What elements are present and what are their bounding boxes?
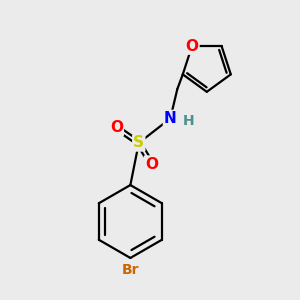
Text: N: N: [164, 111, 177, 126]
Text: O: O: [145, 157, 158, 172]
Text: H: H: [183, 114, 194, 128]
Text: S: S: [133, 136, 144, 151]
Text: Br: Br: [122, 263, 139, 277]
Text: O: O: [185, 39, 199, 54]
Text: O: O: [110, 120, 123, 135]
